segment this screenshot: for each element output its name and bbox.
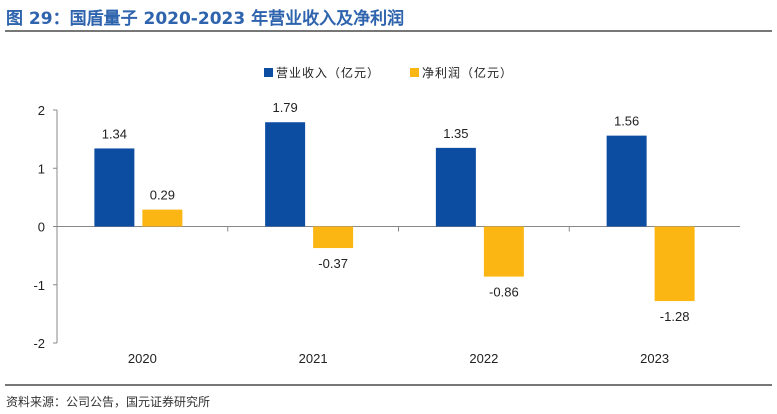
y-tick-label: 1 [38, 161, 45, 176]
bar-net-profit [313, 226, 354, 249]
bar-revenue [94, 148, 135, 227]
bar-net-profit [654, 226, 695, 302]
x-tick-label: 2021 [299, 351, 328, 366]
y-tick-label: 0 [38, 220, 45, 235]
bar-revenue [606, 135, 647, 227]
data-label: -0.86 [489, 285, 519, 300]
figure-title: 图 29：国盾量子 2020-2023 年营业收入及净利润 [6, 9, 405, 29]
legend-swatch [264, 68, 273, 77]
bar-revenue [265, 122, 306, 227]
bar-net-profit [142, 209, 183, 227]
source-note: 资料来源：公司公告，国元证券研究所 [6, 395, 211, 409]
bar-chart: -2 -1 0 1 2 2020 1.34 0.29 2021 1.79 -0.37 2022 1.35… [33, 65, 740, 366]
y-tick-label: -1 [33, 278, 45, 293]
data-label: 1.35 [443, 126, 468, 141]
data-label: -0.37 [318, 256, 348, 271]
legend-label: 营业收入（亿元） [276, 65, 380, 80]
data-label: 1.79 [272, 100, 297, 115]
x-tick-label: 2020 [128, 351, 157, 366]
x-tick-label: 2023 [640, 351, 669, 366]
legend-label: 净利润（亿元） [422, 65, 513, 80]
data-label: 1.34 [102, 126, 127, 141]
y-tick-label: 2 [38, 103, 45, 118]
bar-net-profit [483, 226, 524, 277]
data-label: -1.28 [660, 309, 690, 324]
data-label: 0.29 [150, 188, 175, 203]
top-divider [5, 30, 772, 32]
bottom-divider [5, 384, 772, 386]
y-tick-label: -2 [33, 336, 45, 351]
legend-swatch [410, 68, 419, 77]
bar-revenue [435, 147, 476, 227]
data-label: 1.56 [614, 114, 639, 129]
x-tick-label: 2022 [469, 351, 498, 366]
